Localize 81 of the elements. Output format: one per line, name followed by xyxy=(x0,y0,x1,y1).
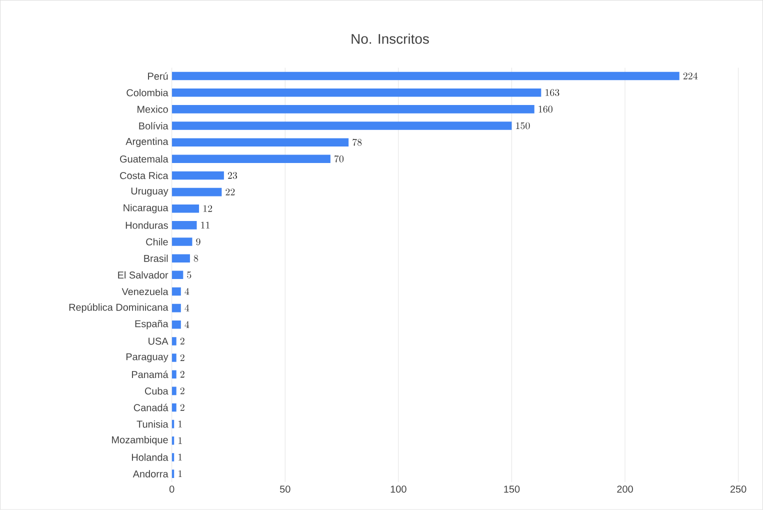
x-tick-label: 200 xyxy=(617,486,633,493)
y-tick-label: Venezuela xyxy=(122,288,168,296)
bar xyxy=(172,154,330,164)
data-label: 4 xyxy=(184,288,190,295)
bar xyxy=(172,88,542,97)
data-label: 70 xyxy=(334,155,344,162)
bar xyxy=(172,453,174,462)
y-tick-label: Nicaragua xyxy=(124,204,168,214)
bar xyxy=(172,204,200,213)
data-label: 9 xyxy=(196,238,200,246)
y-tick-label: Chile xyxy=(146,238,168,246)
data-label: 12 xyxy=(203,205,212,212)
bar xyxy=(172,304,181,312)
bar xyxy=(172,470,174,478)
bar xyxy=(172,370,176,379)
bar xyxy=(172,171,224,180)
y-tick-label: El Salvador xyxy=(118,271,168,279)
bar xyxy=(172,221,197,230)
data-label: 163 xyxy=(546,89,560,96)
data-label: 2 xyxy=(180,404,184,411)
y-tick-label: Cuba xyxy=(144,387,168,395)
bar xyxy=(172,337,176,346)
y-tick-label: República Dominicana xyxy=(69,303,168,313)
chart-title: No. Inscritos xyxy=(352,34,429,44)
y-tick-label: Uruguay xyxy=(131,188,168,197)
data-label: 2 xyxy=(180,354,184,362)
y-tick-label: Holanda xyxy=(132,454,168,461)
y-tick-label: Mozambique xyxy=(112,436,168,446)
y-tick-label: Colombia xyxy=(126,89,168,96)
data-label: 1 xyxy=(178,437,182,444)
y-tick-label: Perú xyxy=(148,72,168,80)
bar xyxy=(172,403,176,412)
x-tick-label: 0 xyxy=(169,486,174,493)
y-tick-label: Guatemala xyxy=(120,155,168,163)
data-label: 23 xyxy=(228,172,238,180)
data-label: 160 xyxy=(538,106,552,113)
data-label: 5 xyxy=(187,272,192,278)
data-label: 1 xyxy=(178,470,182,478)
bar xyxy=(172,354,176,362)
bar xyxy=(172,287,181,296)
y-tick-label: Argentina xyxy=(126,138,168,148)
y-tick-label: Mexico xyxy=(138,106,168,113)
data-label: 2 xyxy=(180,371,184,378)
data-label: 4 xyxy=(184,304,190,312)
y-tick-label: Canadá xyxy=(134,404,168,412)
bar xyxy=(172,436,174,445)
data-label: 22 xyxy=(226,188,235,196)
y-tick-label: Andorra xyxy=(132,470,168,478)
data-label: 1 xyxy=(178,420,182,428)
y-tick-label: Bolívia xyxy=(139,122,168,130)
data-label: 1 xyxy=(178,454,182,461)
bar xyxy=(172,122,512,130)
y-tick-label: España xyxy=(135,320,168,330)
data-label: 78 xyxy=(352,138,362,146)
y-tick-label: Brasil xyxy=(144,254,168,262)
y-tick-label: Panamá xyxy=(132,370,168,378)
x-tick-label: 250 xyxy=(730,486,746,493)
bar xyxy=(172,72,680,80)
bar xyxy=(172,270,184,280)
data-label: 4 xyxy=(184,321,190,328)
x-tick-label: 150 xyxy=(504,486,520,493)
y-tick-label: Costa Rica xyxy=(120,172,168,180)
y-tick-label: USA xyxy=(148,338,168,345)
bar xyxy=(172,188,222,196)
bar xyxy=(172,105,534,114)
bar xyxy=(172,386,176,396)
y-tick-label: Tunisia xyxy=(136,420,168,428)
bar xyxy=(172,254,190,263)
bar xyxy=(172,238,192,246)
data-label: 8 xyxy=(194,255,198,262)
data-label: 2 xyxy=(180,338,184,345)
bar xyxy=(172,138,349,147)
y-tick-label: Paraguay xyxy=(126,353,168,362)
data-label: 2 xyxy=(180,388,184,394)
data-label: 150 xyxy=(516,122,530,130)
x-tick-label: 100 xyxy=(390,486,406,493)
y-tick-label: Honduras xyxy=(126,222,168,229)
data-label: 11 xyxy=(201,222,210,229)
x-tick-label: 50 xyxy=(280,486,290,493)
bar xyxy=(172,320,181,329)
data-label: 224 xyxy=(683,72,698,80)
